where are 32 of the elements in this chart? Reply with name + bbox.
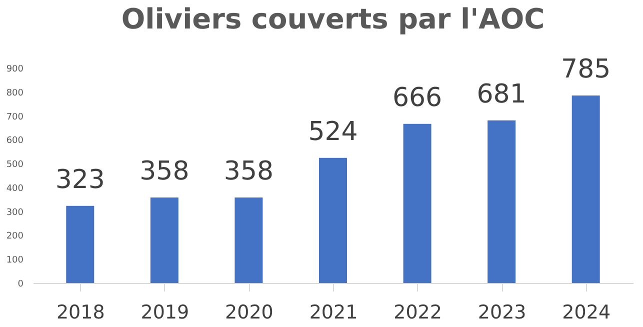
- x-tick-label: 2021: [309, 302, 358, 324]
- bar: [572, 95, 600, 283]
- bar: [234, 197, 263, 283]
- chart-title: Oliviers couverts par l'AOC: [121, 2, 545, 36]
- y-tick-label: 200: [6, 232, 24, 242]
- y-tick-label: 300: [6, 208, 24, 218]
- x-tick-label: 2023: [478, 302, 526, 324]
- data-label: 681: [476, 79, 526, 110]
- bar: [66, 206, 94, 283]
- bar: [319, 158, 347, 283]
- x-tick-label: 2020: [225, 302, 274, 324]
- y-tick-label: 600: [6, 136, 24, 146]
- y-tick-label: 800: [6, 88, 24, 98]
- x-tick-label: 2019: [140, 302, 190, 324]
- data-label: 524: [308, 116, 358, 147]
- y-tick-label: 700: [6, 112, 24, 122]
- data-label: 666: [392, 82, 442, 113]
- y-tick-label: 400: [6, 184, 24, 194]
- data-label: 785: [561, 54, 611, 84]
- bar: [488, 120, 516, 283]
- bar: [403, 124, 432, 283]
- bar: [150, 197, 178, 283]
- data-label: 323: [55, 164, 105, 195]
- y-tick-label: 100: [6, 256, 24, 266]
- data-label: 358: [224, 156, 274, 186]
- x-tick-label: 2022: [394, 302, 442, 324]
- y-tick-label: 0: [18, 280, 24, 290]
- x-tick-label: 2024: [562, 302, 611, 324]
- y-tick-label: 900: [6, 64, 24, 74]
- data-label: 358: [140, 156, 190, 186]
- x-tick-label: 2018: [56, 302, 105, 324]
- y-tick-label: 500: [6, 160, 24, 170]
